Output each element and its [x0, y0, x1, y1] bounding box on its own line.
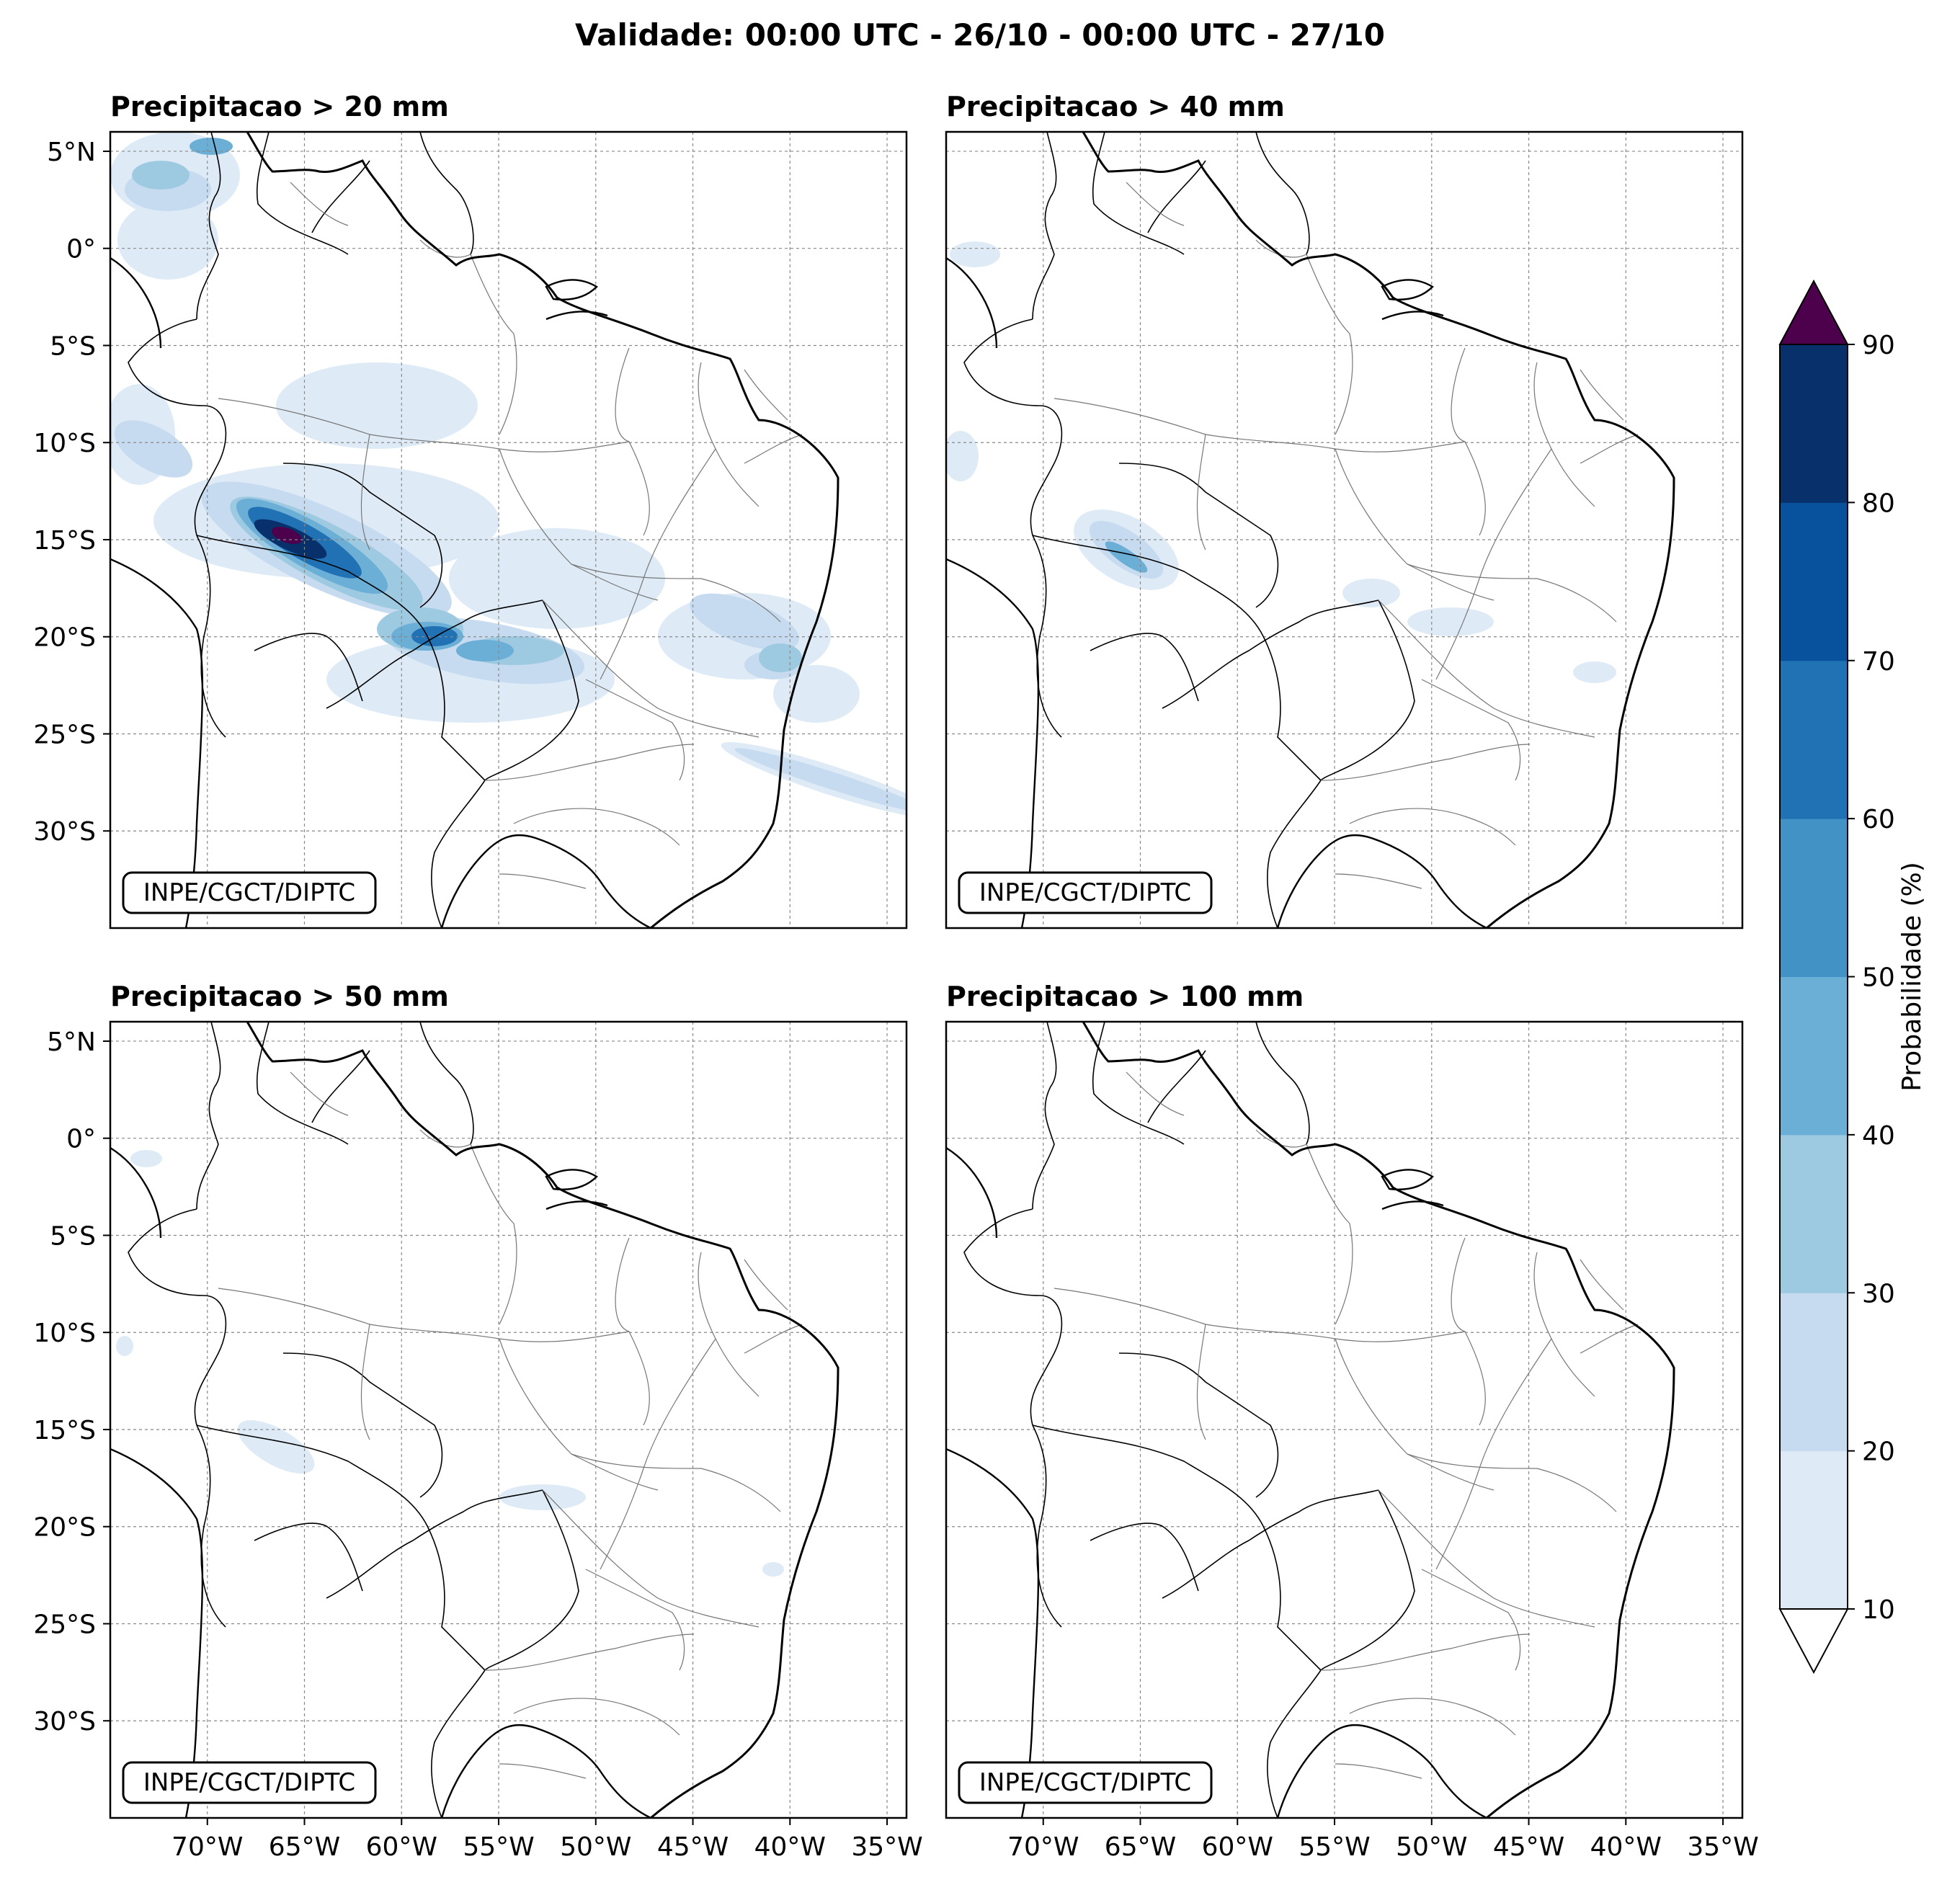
colorbar-segment — [1780, 1293, 1848, 1452]
colorbar-segment — [1780, 976, 1848, 1136]
credit-box: INPE/CGCT/DIPTC — [958, 1761, 1213, 1804]
lat-tick-label: 20°S — [33, 1513, 96, 1543]
lat-tick-label: 25°S — [33, 1610, 96, 1639]
colorbar-label: Probabilidade (%) — [1897, 862, 1927, 1092]
lon-tick-label: 35°W — [1687, 1832, 1758, 1862]
colorbar-segment — [1780, 502, 1848, 661]
lat-tick-label: 5°N — [47, 1027, 96, 1057]
lon-tick-label: 45°W — [657, 1832, 729, 1862]
credit-box: INPE/CGCT/DIPTC — [958, 871, 1213, 914]
map-panel-2: Precipitacao > 40 mm INPE/CGCT/DIPTC — [945, 91, 1744, 929]
colorbar: 10 20 30 40 50 60 70 80 90 Probabilidade (%) — [1778, 279, 1927, 1675]
lon-tick-label: 65°W — [269, 1832, 340, 1862]
lon-tick-label: 55°W — [463, 1832, 534, 1862]
lat-tick-label: 20°S — [33, 623, 96, 653]
credit-box: INPE/CGCT/DIPTC — [122, 1761, 377, 1804]
gridlines — [946, 1022, 1742, 1818]
lat-tick-label: 0° — [66, 235, 96, 264]
credit-text: INPE/CGCT/DIPTC — [143, 878, 355, 907]
colorbar-segment — [1780, 1450, 1848, 1610]
lon-tick-label: 40°W — [754, 1832, 826, 1862]
lon-tick-label: 40°W — [1590, 1832, 1662, 1862]
colorbar-segment — [1780, 660, 1848, 819]
lat-tick-label: 5°S — [50, 331, 96, 361]
panel-title: Precipitacao > 40 mm — [946, 91, 1285, 122]
lat-tick-label: 10°S — [33, 1319, 96, 1348]
credit-box: INPE/CGCT/DIPTC — [122, 871, 377, 914]
lon-tick-label: 45°W — [1493, 1832, 1564, 1862]
colorbar-segment — [1780, 819, 1848, 977]
lon-tick-label: 55°W — [1298, 1832, 1370, 1862]
credit-text: INPE/CGCT/DIPTC — [979, 1768, 1191, 1797]
colorbar-tick-label: 60 — [1862, 805, 1895, 834]
credit-text: INPE/CGCT/DIPTC — [979, 878, 1191, 907]
lat-tick-label: 30°S — [33, 817, 96, 847]
colorbar-tick-label: 10 — [1862, 1595, 1895, 1625]
panel-title: Precipitacao > 100 mm — [946, 981, 1304, 1012]
colorbar-tick-label: 80 — [1862, 489, 1895, 518]
lat-tick-label: 15°S — [33, 526, 96, 556]
colorbar-tick-label: 70 — [1862, 647, 1895, 677]
map-panel-1: Precipitacao > 20 mm INPE/CGCT/DIPTC 5°N 0°… — [33, 91, 908, 929]
figure-title: Validade: 00:00 UTC - 26/10 - 00:00 UTC … — [575, 17, 1385, 53]
gridlines — [110, 1022, 906, 1818]
map-panel-4: Precipitacao > 100 mm INPE/CGCT/DIPTC 70°W… — [945, 981, 1759, 1862]
lon-tick-label: 50°W — [560, 1832, 631, 1862]
credit-text: INPE/CGCT/DIPTC — [143, 1768, 355, 1797]
lon-tick-label: 50°W — [1396, 1832, 1467, 1862]
colorbar-tick-label: 90 — [1862, 331, 1895, 360]
colorbar-segment — [1780, 344, 1848, 503]
lat-tick-label: 10°S — [33, 429, 96, 458]
colorbar-tick-label: 20 — [1862, 1437, 1895, 1467]
lon-tick-label: 70°W — [172, 1832, 243, 1862]
gridlines — [110, 132, 906, 928]
lon-tick-label: 65°W — [1105, 1832, 1176, 1862]
lon-tick-label: 70°W — [1007, 1832, 1079, 1862]
lat-tick-label: 0° — [66, 1125, 96, 1154]
lon-tick-label: 35°W — [851, 1832, 922, 1862]
lat-tick-label: 5°S — [50, 1221, 96, 1251]
panel-title: Precipitacao > 20 mm — [110, 91, 449, 122]
lon-tick-label: 60°W — [1202, 1832, 1273, 1862]
gridlines — [946, 132, 1742, 928]
lat-tick-label: 25°S — [33, 720, 96, 749]
lon-tick-label: 60°W — [366, 1832, 437, 1862]
colorbar-tick-label: 40 — [1862, 1121, 1895, 1151]
lat-tick-label: 30°S — [33, 1707, 96, 1736]
lat-tick-label: 5°N — [47, 138, 96, 167]
colorbar-tick-label: 30 — [1862, 1279, 1895, 1308]
panel-title: Precipitacao > 50 mm — [110, 981, 449, 1012]
colorbar-under-arrow — [1778, 1608, 1849, 1675]
colorbar-tick-label: 50 — [1862, 963, 1895, 993]
colorbar-segment — [1780, 1134, 1848, 1293]
map-panel-3: Precipitacao > 50 mm INPE/CGCT/DIPTC 5°N 0°… — [33, 981, 922, 1862]
lat-tick-label: 15°S — [33, 1416, 96, 1445]
colorbar-over-arrow — [1778, 279, 1849, 345]
